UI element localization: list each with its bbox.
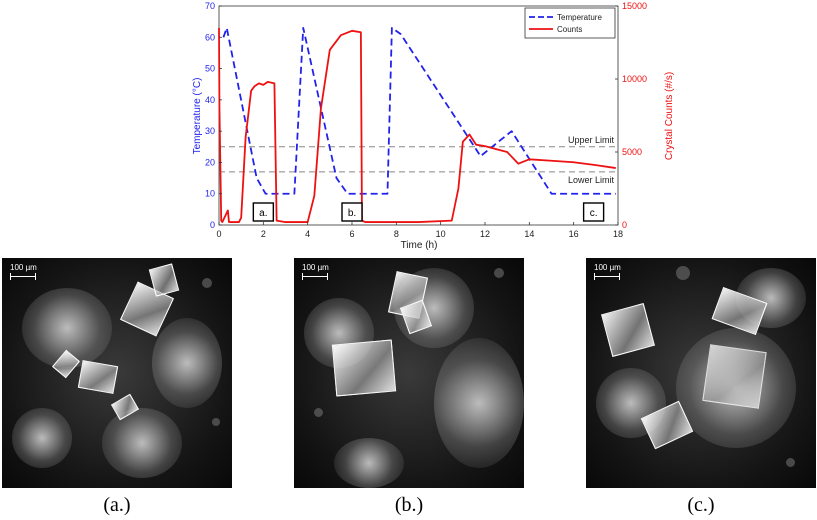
annotation-box xyxy=(341,202,363,222)
annotation-box xyxy=(582,202,605,222)
x-tick-label: 8 xyxy=(394,229,399,239)
scale-label-a: 100 µm xyxy=(10,263,37,272)
x-tick-label: 4 xyxy=(305,229,310,239)
caption-c: (c.) xyxy=(687,494,715,516)
y-right-tick-label: 5000 xyxy=(622,147,642,157)
y-right-tick-label: 0 xyxy=(622,220,627,230)
y-left-tick-label: 60 xyxy=(205,32,215,42)
y-left-tick-label: 50 xyxy=(205,64,215,74)
y-axis-right-label: Crystal Counts (#/s) xyxy=(664,72,675,160)
x-tick-label: 2 xyxy=(261,229,266,239)
y-left-tick-label: 20 xyxy=(205,157,215,167)
x-tick-label: 0 xyxy=(216,229,221,239)
annotation-box xyxy=(252,202,275,222)
series-line-temperature xyxy=(222,26,616,195)
micrograph-c: 100 µm xyxy=(586,258,816,488)
reference-line-label: Lower Limit xyxy=(568,175,615,185)
y-right-tick-label: 15000 xyxy=(622,1,647,11)
scale-label-b: 100 µm xyxy=(302,263,329,272)
x-tick-label: 10 xyxy=(436,229,446,239)
scale-bar-a xyxy=(10,273,36,280)
scale-bar-b xyxy=(302,273,328,280)
y-right-tick-label: 10000 xyxy=(622,74,647,84)
y-axis-left-label: Temperature (°C) xyxy=(192,78,203,155)
y-left-tick-label: 0 xyxy=(210,220,215,230)
y-left-tick-label: 40 xyxy=(205,95,215,105)
scale-label-c: 100 µm xyxy=(594,263,621,272)
micrograph-a: 100 µm xyxy=(2,258,232,488)
chart-plot: Temperature (°C) Crystal Counts (#/s) Ti… xyxy=(192,1,675,251)
scale-bar-c xyxy=(594,273,620,280)
x-tick-label: 6 xyxy=(349,229,354,239)
x-tick-label: 12 xyxy=(480,229,490,239)
legend-label-counts: Counts xyxy=(557,25,582,34)
x-tick-label: 16 xyxy=(569,229,579,239)
annotation-label: a. xyxy=(259,208,267,219)
x-tick-label: 18 xyxy=(613,229,623,239)
x-tick-label: 14 xyxy=(524,229,534,239)
legend-label-temperature: Temperature xyxy=(557,13,602,22)
x-axis-label: Time (h) xyxy=(401,240,438,251)
legend-box xyxy=(524,7,616,39)
y-left-tick-label: 70 xyxy=(205,1,215,11)
y-left-tick-label: 30 xyxy=(205,126,215,136)
caption-b: (b.) xyxy=(394,494,424,516)
series-line-counts xyxy=(218,27,616,223)
caption-a: (a.) xyxy=(103,494,131,516)
reference-line-label: Upper Limit xyxy=(568,135,615,145)
annotation-label: b. xyxy=(348,208,356,219)
micrograph-b: 100 µm xyxy=(294,258,524,488)
annotation-label: c. xyxy=(590,208,598,219)
plot-frame xyxy=(218,5,619,226)
y-left-tick-label: 10 xyxy=(205,189,215,199)
